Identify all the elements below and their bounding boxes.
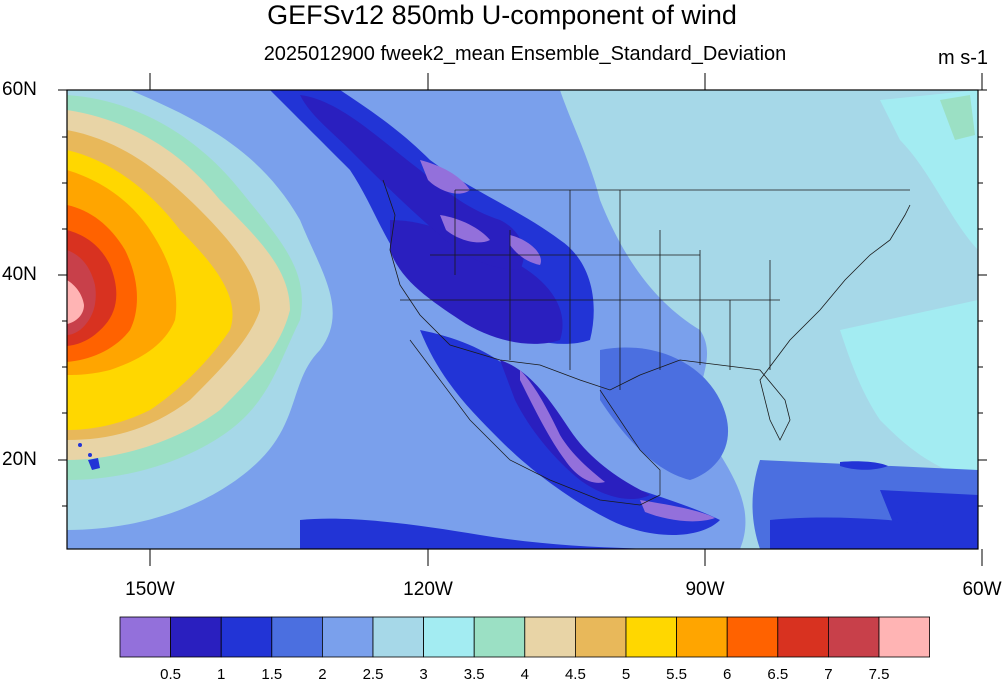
units-label: m s-1	[938, 47, 988, 69]
colorbar-tick-label: 6.5	[767, 666, 789, 683]
colorbar-swatch	[777, 616, 829, 658]
colorbar-tick-label: 0.5	[160, 666, 182, 683]
colorbar-tick-label: 1	[217, 666, 226, 683]
axis-ticks	[58, 73, 987, 566]
coastline	[382, 179, 911, 441]
colorbar-swatch	[878, 616, 930, 658]
colorbar-swatch	[372, 616, 424, 658]
colorbar-tick-label: 3.5	[463, 666, 485, 683]
colorbar-swatch	[473, 616, 526, 658]
lon-label-60w: 60W	[962, 579, 1002, 600]
colorbar-swatch	[524, 616, 576, 658]
lat-label-40n: 40N	[2, 264, 37, 285]
colorbar-swatch	[625, 616, 677, 658]
map-frame	[66, 89, 979, 550]
colorbar-tick-label: 4.5	[564, 666, 586, 683]
hawaii-islands	[78, 443, 100, 470]
colorbar-swatch	[423, 616, 475, 658]
colorbar-swatch	[726, 616, 779, 658]
map-panel	[67, 90, 978, 549]
colorbar-tick-label: 3	[419, 666, 428, 683]
lon-label-120w: 120W	[403, 579, 453, 600]
colorbar-tick-label: 5	[621, 666, 631, 683]
colorbar-swatch	[271, 616, 323, 658]
colorbar-tick-label: 4	[520, 666, 529, 683]
map-subtitle: 2025012900 fweek2_mean Ensemble_Standard…	[263, 43, 787, 65]
colorbar-swatch	[575, 616, 627, 658]
colorbar-tick-label: 7	[824, 666, 833, 683]
colorbar-tick-label: 6	[723, 666, 732, 683]
colorbar-tick-label: 7.5	[868, 666, 890, 683]
colorbar-swatch	[220, 616, 273, 658]
lat-label-60n: 60N	[2, 79, 37, 100]
lon-label-90w: 90W	[685, 579, 725, 600]
colorbar	[119, 616, 930, 658]
colorbar-tick-label: 2	[318, 666, 327, 683]
colorbar-swatch	[170, 616, 222, 658]
colorbar-tick-label: 2.5	[362, 666, 384, 683]
lon-label-150w: 150W	[125, 579, 175, 600]
mexico-outline	[409, 339, 661, 506]
colorbar-swatch	[119, 616, 171, 658]
colorbar-swatch	[828, 616, 880, 658]
lat-label-20n: 20N	[2, 449, 37, 470]
map-title: GEFSv12 850mb U-component of wind	[267, 0, 737, 30]
colorbar-tick-label: 1.5	[261, 666, 283, 683]
colorbar-swatch	[676, 616, 728, 658]
colorbar-swatch	[321, 616, 374, 658]
colorbar-tick-label: 5.5	[666, 666, 688, 683]
